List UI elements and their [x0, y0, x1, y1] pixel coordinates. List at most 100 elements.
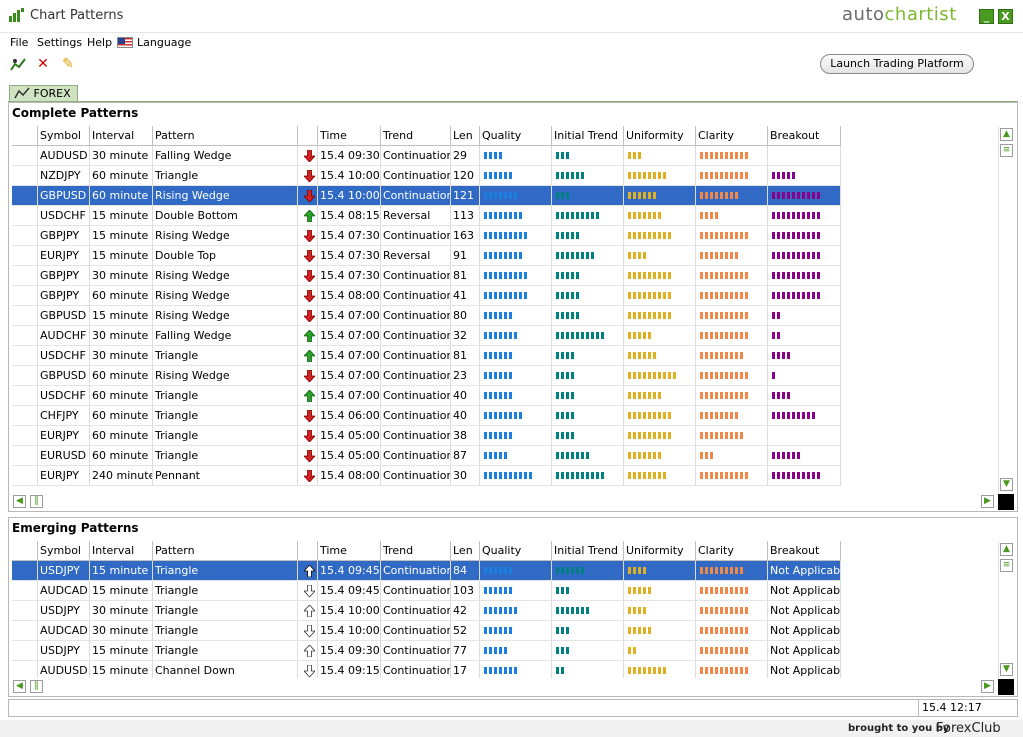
col-time-header[interactable]: Time [318, 126, 381, 146]
col-breakout [768, 246, 841, 266]
scroll-down-button[interactable]: ▼ [1000, 663, 1013, 676]
chart-icon[interactable] [10, 56, 26, 72]
col-quality-header[interactable]: Quality [480, 541, 552, 561]
col-trend: Continuation [381, 146, 451, 166]
table-row[interactable]: GBPJPY 15 minute Rising Wedge 15.4 07:30 Con… [12, 226, 841, 246]
table-row[interactable]: GBPUSD 60 minute Rising Wedge 15.4 10:00 Con… [12, 186, 841, 206]
rating-dot [812, 232, 815, 239]
col-quality-header[interactable]: Quality [480, 126, 552, 146]
table-row[interactable]: GBPUSD 60 minute Rising Wedge 15.4 07:00 Con… [12, 366, 841, 386]
rating-dot [643, 412, 646, 419]
scroll-left-button[interactable]: ◀ [13, 495, 26, 508]
table-row[interactable]: AUDCHF 30 minute Falling Wedge 15.4 07:00 Co… [12, 326, 841, 346]
menu-language[interactable]: Language [137, 36, 192, 49]
rating-dot [658, 312, 661, 319]
table-row[interactable]: EURJPY 15 minute Double Top 15.4 07:30 Rever… [12, 246, 841, 266]
scroll-right-button[interactable]: ▶ [981, 680, 994, 693]
table-row[interactable]: EURJPY 60 minute Triangle 15.4 05:00 Continu… [12, 426, 841, 446]
delete-icon[interactable]: ✕ [37, 56, 49, 72]
scroll-up-button[interactable]: ▲ [1000, 543, 1013, 556]
col-interval: 60 minute [90, 366, 153, 386]
col-time-header[interactable]: Time [318, 541, 381, 561]
col-trend-header[interactable]: Trend [381, 541, 451, 561]
emerging-vertical-scrollbar[interactable]: ▲ ≡ ▼ [998, 541, 1013, 678]
table-row[interactable]: USDCHF 30 minute Triangle 15.4 07:00 Continu… [12, 346, 841, 366]
col-interval-header[interactable]: Interval [90, 541, 153, 561]
rating-dot [561, 607, 564, 614]
scroll-right-button[interactable]: ▶ [981, 495, 994, 508]
col-clarity-header[interactable]: Clarity [696, 541, 768, 561]
table-row[interactable]: GBPUSD 15 minute Rising Wedge 15.4 07:00 Con… [12, 306, 841, 326]
col-initial-trend [552, 146, 624, 166]
complete-vertical-scrollbar[interactable]: ▲ ≡ ▼ [998, 126, 1013, 493]
rating-dot [740, 627, 743, 634]
col-symbol-header[interactable]: Symbol [38, 126, 90, 146]
scroll-left-button[interactable]: ◀ [13, 680, 26, 693]
table-row[interactable]: AUDUSD 30 minute Falling Wedge 15.4 09:30 Co… [12, 146, 841, 166]
scroll-thumb[interactable]: ‖ [30, 495, 43, 508]
col-trend-header[interactable]: Trend [381, 126, 451, 146]
rating-dot [710, 412, 713, 419]
col-symbol: EURJPY [38, 426, 90, 446]
rating-dot [499, 412, 502, 419]
table-row[interactable]: AUDCAD 30 minute Triangle 15.4 10:00 Continu… [12, 621, 841, 641]
emerging-horizontal-scrollbar[interactable]: ◀ ‖ ▶ [12, 679, 997, 694]
rating-dot [633, 432, 636, 439]
tab-forex[interactable]: FOREX [9, 85, 78, 102]
scroll-up-button[interactable]: ▲ [1000, 128, 1013, 141]
col-clarity-header[interactable]: Clarity [696, 126, 768, 146]
col-uniformity-header[interactable]: Uniformity [624, 126, 696, 146]
col-uniformity-header[interactable]: Uniformity [624, 541, 696, 561]
col-len-header[interactable]: Len [451, 541, 480, 561]
col-initial-trend-header[interactable]: Initial Trend [552, 126, 624, 146]
table-row[interactable]: AUDUSD 15 minute Channel Down 15.4 09:15 Con… [12, 661, 841, 678]
col-len-header[interactable]: Len [451, 126, 480, 146]
col-blank [12, 426, 38, 446]
col-breakout-header[interactable]: Breakout [768, 541, 841, 561]
rating-dot [489, 392, 492, 399]
menu-settings[interactable]: Settings [37, 36, 83, 49]
rating-dot [772, 332, 775, 339]
scroll-thumb[interactable]: ‖ [30, 680, 43, 693]
launch-trading-platform-button[interactable]: Launch Trading Platform [820, 54, 974, 74]
table-row[interactable]: EURJPY 240 minute Pennant 15.4 08:00 Continu… [12, 466, 841, 486]
col-interval-header[interactable]: Interval [90, 126, 153, 146]
table-row[interactable]: USDCHF 60 minute Triangle 15.4 07:00 Continu… [12, 386, 841, 406]
rating-dot [653, 312, 656, 319]
scroll-thumb[interactable]: ≡ [1000, 559, 1013, 572]
arrow-down-icon [304, 150, 315, 162]
table-row[interactable]: GBPJPY 30 minute Rising Wedge 15.4 07:30 Con… [12, 266, 841, 286]
us-flag-icon[interactable] [117, 37, 133, 48]
table-row[interactable]: USDJPY 30 minute Triangle 15.4 10:00 Continu… [12, 601, 841, 621]
edit-icon[interactable]: ✎ [62, 56, 74, 72]
table-row[interactable]: NZDJPY 60 minute Triangle 15.4 10:00 Continu… [12, 166, 841, 186]
col-breakout-header[interactable]: Breakout [768, 126, 841, 146]
scroll-thumb[interactable]: ≡ [1000, 144, 1013, 157]
table-row[interactable]: AUDCAD 15 minute Triangle 15.4 09:45 Continu… [12, 581, 841, 601]
rating-dot [633, 627, 636, 634]
table-row[interactable]: CHFJPY 60 minute Triangle 15.4 06:00 Continu… [12, 406, 841, 426]
rating-dot [571, 272, 574, 279]
complete-horizontal-scrollbar[interactable]: ◀ ‖ ▶ [12, 494, 997, 509]
table-row[interactable]: GBPJPY 60 minute Rising Wedge 15.4 08:00 Con… [12, 286, 841, 306]
table-row[interactable]: USDJPY 15 minute Triangle 15.4 09:30 Continu… [12, 641, 841, 661]
rating-dot [700, 392, 703, 399]
col-initial-trend-header[interactable]: Initial Trend [552, 541, 624, 561]
minimize-button[interactable]: _ [979, 9, 994, 24]
col-symbol-header[interactable]: Symbol [38, 541, 90, 561]
rating-dot [720, 312, 723, 319]
scroll-down-button[interactable]: ▼ [1000, 478, 1013, 491]
rating-dot [484, 232, 487, 239]
rating-dot [817, 212, 820, 219]
table-row[interactable]: USDJPY 15 minute Triangle 15.4 09:45 Continu… [12, 561, 841, 581]
table-row[interactable]: EURUSD 60 minute Triangle 15.4 05:00 Continu… [12, 446, 841, 466]
rating-dot [499, 647, 502, 654]
menu-file[interactable]: File [10, 36, 29, 49]
close-button[interactable]: X [998, 9, 1013, 24]
menu-help[interactable]: Help [87, 36, 113, 49]
rating-dot [643, 212, 646, 219]
col-pattern-header[interactable]: Pattern [153, 541, 298, 561]
rating-dot [633, 172, 636, 179]
table-row[interactable]: USDCHF 15 minute Double Bottom 15.4 08:15 Re… [12, 206, 841, 226]
col-pattern-header[interactable]: Pattern [153, 126, 298, 146]
